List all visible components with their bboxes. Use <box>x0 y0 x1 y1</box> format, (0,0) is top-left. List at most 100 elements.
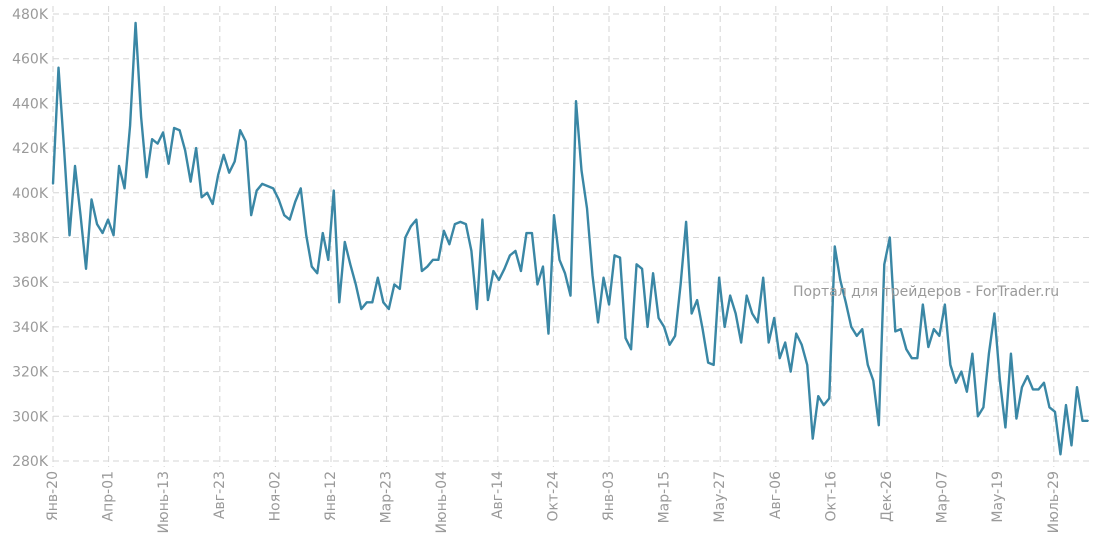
data-point <box>404 236 407 239</box>
data-point <box>327 258 330 261</box>
data-point <box>839 279 842 281</box>
data-point <box>415 218 418 221</box>
data-point <box>866 363 869 366</box>
data-point <box>613 254 616 257</box>
data-point <box>679 283 682 286</box>
data-point <box>630 348 632 351</box>
data-point <box>476 308 478 310</box>
data-point <box>85 267 87 270</box>
data-point <box>531 232 533 234</box>
x-tick-label: Мay-19 <box>990 471 1006 523</box>
data-point <box>332 189 335 192</box>
data-point <box>431 258 434 261</box>
series-line <box>51 21 1088 456</box>
x-tick-label: Авг-06 <box>768 471 784 519</box>
data-point <box>123 187 126 190</box>
data-point <box>250 214 253 217</box>
data-point <box>696 299 699 301</box>
data-point <box>597 321 599 324</box>
y-tick-label: 480K <box>12 7 49 23</box>
data-point <box>68 234 71 237</box>
data-point <box>1076 386 1078 389</box>
y-tick-label: 300K <box>12 409 49 425</box>
data-point <box>773 317 776 319</box>
data-point <box>740 341 743 344</box>
data-point <box>745 294 748 297</box>
x-tick-label: Июль-29 <box>1046 471 1062 533</box>
watermark-text: Портал для трейдеров - ForTrader.ru <box>793 284 1059 300</box>
data-point <box>338 301 341 304</box>
x-tick-label: Ноя-02 <box>267 471 283 521</box>
data-point <box>1043 381 1045 384</box>
data-point <box>586 207 588 210</box>
data-point <box>261 182 264 185</box>
x-tick-label: Янв-03 <box>601 471 617 521</box>
data-point <box>861 328 864 331</box>
data-point <box>520 270 522 272</box>
x-tick-label: Мay-27 <box>712 471 728 523</box>
data-point <box>624 337 627 339</box>
data-point <box>129 124 131 127</box>
x-tick-label: Авг-14 <box>490 471 506 519</box>
data-point <box>63 147 65 150</box>
data-point <box>921 303 924 306</box>
y-tick-label: 460K <box>12 52 49 68</box>
data-point <box>470 250 473 252</box>
data-point <box>591 274 594 277</box>
data-point <box>316 272 319 275</box>
data-point <box>817 395 820 398</box>
data-point <box>668 343 671 346</box>
y-tick-label: 320K <box>12 365 49 381</box>
x-tick-label: Янв-20 <box>45 471 61 521</box>
x-tick-label: Окт-24 <box>545 471 561 522</box>
data-point <box>877 424 880 427</box>
data-point <box>558 258 561 261</box>
y-tick-label: 420K <box>12 141 49 157</box>
series-layer <box>51 21 1089 456</box>
data-point <box>349 263 352 266</box>
data-point <box>162 131 165 134</box>
data-point <box>151 138 154 141</box>
data-point <box>701 328 704 331</box>
data-point <box>437 258 440 261</box>
x-tick-label: Авг-23 <box>212 471 228 519</box>
data-point <box>387 308 390 310</box>
data-point <box>96 223 98 225</box>
data-point <box>134 22 137 24</box>
data-point <box>641 267 643 270</box>
data-point <box>828 397 831 400</box>
data-point <box>734 312 737 315</box>
data-point <box>707 361 710 364</box>
data-point <box>398 288 401 290</box>
data-point <box>657 317 660 319</box>
data-point <box>822 404 825 407</box>
data-point <box>459 220 462 223</box>
data-point <box>718 276 721 279</box>
data-point <box>57 66 60 69</box>
data-point <box>189 180 192 183</box>
data-point <box>239 129 242 132</box>
data-point <box>988 352 990 355</box>
data-point <box>409 225 412 228</box>
data-point <box>800 343 803 346</box>
x-tick-label: Мар-07 <box>935 471 951 523</box>
data-point <box>1037 388 1040 391</box>
data-point <box>167 162 170 165</box>
data-point <box>503 267 506 270</box>
data-point <box>426 265 429 268</box>
data-point <box>498 279 500 281</box>
data-point <box>305 234 308 237</box>
data-point <box>916 357 919 360</box>
data-point <box>107 218 109 221</box>
data-point <box>723 326 726 328</box>
data-point <box>712 363 715 366</box>
data-point <box>1059 453 1062 456</box>
data-point <box>343 241 346 243</box>
data-point <box>872 379 875 382</box>
data-point <box>376 276 379 279</box>
y-tick-label: 380K <box>12 231 49 247</box>
data-point <box>960 370 963 373</box>
data-point <box>685 220 688 223</box>
data-point <box>299 187 302 190</box>
